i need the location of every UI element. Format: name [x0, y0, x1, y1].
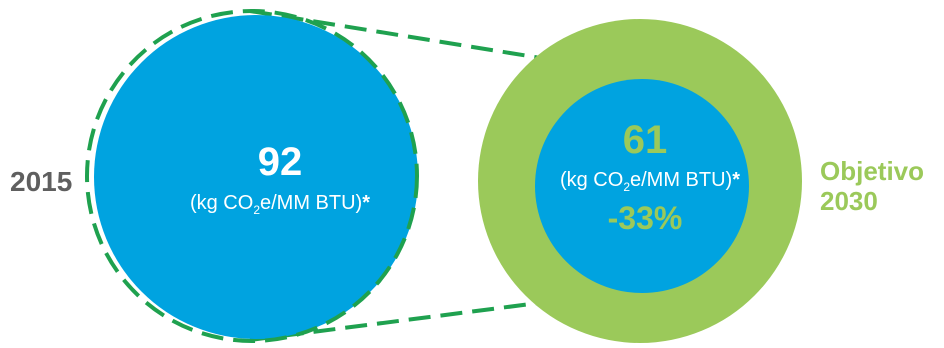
target-inner-circle: [535, 79, 749, 293]
unit-prefix: (kg CO: [189, 192, 254, 214]
year-2015-label: 2015: [10, 166, 73, 197]
baseline-unit: (kg CO2e/MM BTU)*: [130, 192, 430, 217]
unit-subscript: 2: [623, 180, 630, 194]
unit-prefix: (kg CO: [559, 169, 624, 191]
target-value: 61: [622, 118, 668, 162]
target-label: Objetivo 2030: [820, 156, 924, 216]
target-label-line1: Objetivo: [820, 156, 925, 186]
target-unit: (kg CO2e/MM BTU)*: [500, 169, 800, 194]
reduction-percent: -33%: [607, 200, 683, 236]
unit-subscript: 2: [253, 203, 260, 217]
unit-asterisk: *: [732, 169, 741, 191]
unit-suffix: e/MM BTU): [260, 192, 363, 214]
unit-asterisk: *: [362, 192, 371, 214]
target-label-line2: 2030: [820, 186, 878, 216]
unit-suffix: e/MM BTU): [630, 169, 733, 191]
baseline-value: 92: [257, 140, 303, 184]
baseline-circle: [94, 15, 418, 339]
baseline-dashed-outline: [85, 9, 419, 343]
